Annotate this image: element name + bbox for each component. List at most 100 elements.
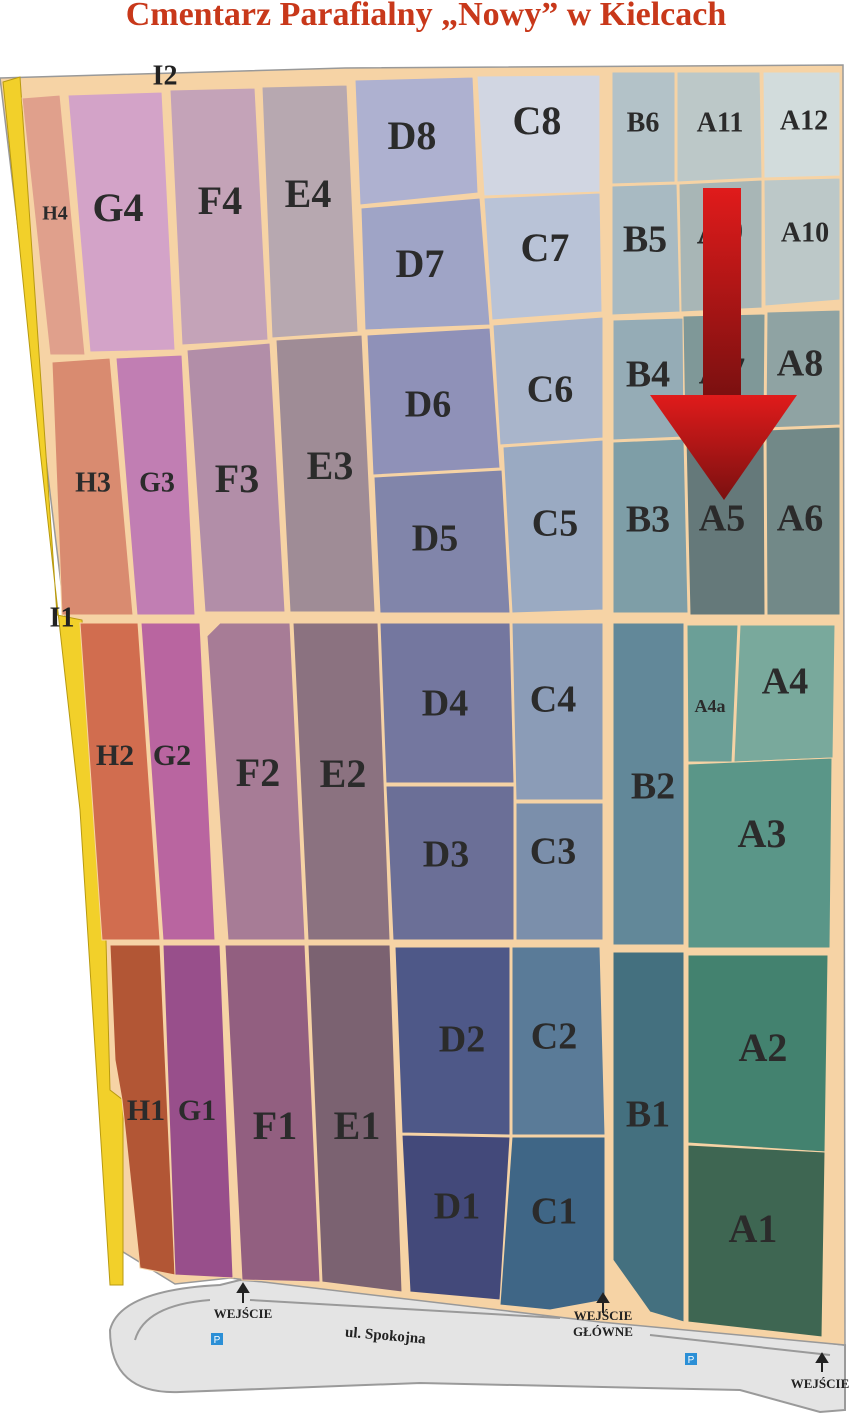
section-label: B5 [623, 219, 667, 261]
entrance-label: GŁÓWNE [573, 1324, 633, 1339]
section [676, 71, 763, 183]
section-label: E4 [285, 171, 332, 216]
section-label: D7 [396, 241, 445, 286]
entrance-arrows [236, 1282, 829, 1372]
section-label: A6 [777, 498, 823, 540]
section [140, 622, 216, 941]
section [733, 624, 836, 763]
section [476, 74, 601, 197]
section [492, 316, 604, 446]
section-label: A8 [777, 343, 823, 385]
parking-label: P [688, 1355, 695, 1366]
section-label: C3 [530, 831, 576, 873]
section [686, 624, 739, 763]
section [169, 87, 269, 346]
street-area [108, 1278, 846, 1414]
section-label: F4 [198, 178, 242, 223]
section [109, 944, 176, 1276]
section [224, 944, 321, 1283]
section [394, 946, 511, 1136]
section-label: D1 [434, 1186, 480, 1228]
section [275, 334, 376, 613]
section-label: B3 [626, 499, 670, 541]
section-label: D3 [423, 834, 469, 876]
section [385, 785, 515, 941]
section-label: C6 [527, 369, 573, 411]
section-label: B2 [631, 766, 675, 808]
section [354, 76, 479, 206]
section-label: H2 [96, 739, 134, 772]
section-label: D8 [388, 113, 437, 158]
section [307, 944, 403, 1293]
section-label: G4 [92, 185, 143, 230]
street-edge [134, 1299, 831, 1356]
section-label: A2 [739, 1025, 788, 1070]
section [499, 1136, 606, 1311]
section [206, 622, 306, 941]
section [687, 757, 833, 949]
section-label: E1 [334, 1103, 381, 1148]
section-label: E2 [320, 751, 367, 796]
section [51, 357, 134, 616]
section-label: A4 [762, 661, 808, 703]
section-label: F2 [236, 750, 280, 795]
section-label: D5 [412, 518, 458, 560]
section-label: A5 [699, 498, 745, 540]
section-label: H4 [42, 203, 68, 225]
section-label: C5 [532, 503, 578, 545]
section [511, 946, 606, 1136]
section-label: C8 [513, 98, 562, 143]
section [763, 177, 841, 307]
section-label: G2 [153, 739, 191, 772]
entrance-label: WEJŚCIE [791, 1376, 850, 1391]
section [502, 439, 604, 614]
section-label: F1 [253, 1103, 297, 1148]
section [67, 91, 176, 353]
section-label: B1 [626, 1094, 670, 1136]
section [115, 354, 196, 616]
parking: P P [211, 1333, 697, 1366]
section [611, 183, 681, 316]
section [261, 84, 359, 339]
section [21, 94, 86, 356]
section-label: G1 [178, 1094, 216, 1127]
arrow [650, 188, 797, 500]
section [379, 622, 515, 784]
section-label: H1 [127, 1094, 165, 1127]
section [292, 622, 391, 941]
entrance-label: WEJŚCIE [214, 1306, 273, 1321]
path-strip [2, 76, 124, 1286]
street-label: ul. Spokojna [344, 1325, 426, 1348]
section-label: C2 [531, 1016, 577, 1058]
section-label: D4 [422, 683, 468, 725]
section [612, 951, 685, 1323]
section-label: B4 [626, 354, 670, 396]
section [612, 622, 685, 946]
section [79, 622, 161, 941]
section-label: A1 [729, 1206, 778, 1251]
section-label: A12 [780, 105, 828, 136]
section-label: D6 [405, 384, 451, 426]
section [611, 71, 676, 185]
title: Cmentarz Parafialny „Nowy” w Kielcach [126, 0, 727, 33]
section-label: C4 [530, 679, 576, 721]
section-label: H3 [75, 467, 111, 498]
section [612, 438, 689, 614]
section [186, 342, 286, 613]
section-label: C7 [521, 225, 570, 270]
section-label: F3 [215, 456, 259, 501]
section [515, 802, 604, 941]
path-label: I2 [153, 60, 178, 91]
section-label: A4a [695, 696, 726, 716]
entrance-label: WEJŚCIE [574, 1308, 633, 1323]
section-label: A10 [781, 217, 829, 248]
section [360, 197, 491, 331]
section [765, 426, 841, 616]
section [162, 944, 234, 1279]
section-label: E3 [307, 443, 354, 488]
section-label: G3 [139, 467, 175, 498]
section-label: D2 [439, 1019, 485, 1061]
section-label: A3 [738, 811, 787, 856]
section [483, 192, 603, 321]
